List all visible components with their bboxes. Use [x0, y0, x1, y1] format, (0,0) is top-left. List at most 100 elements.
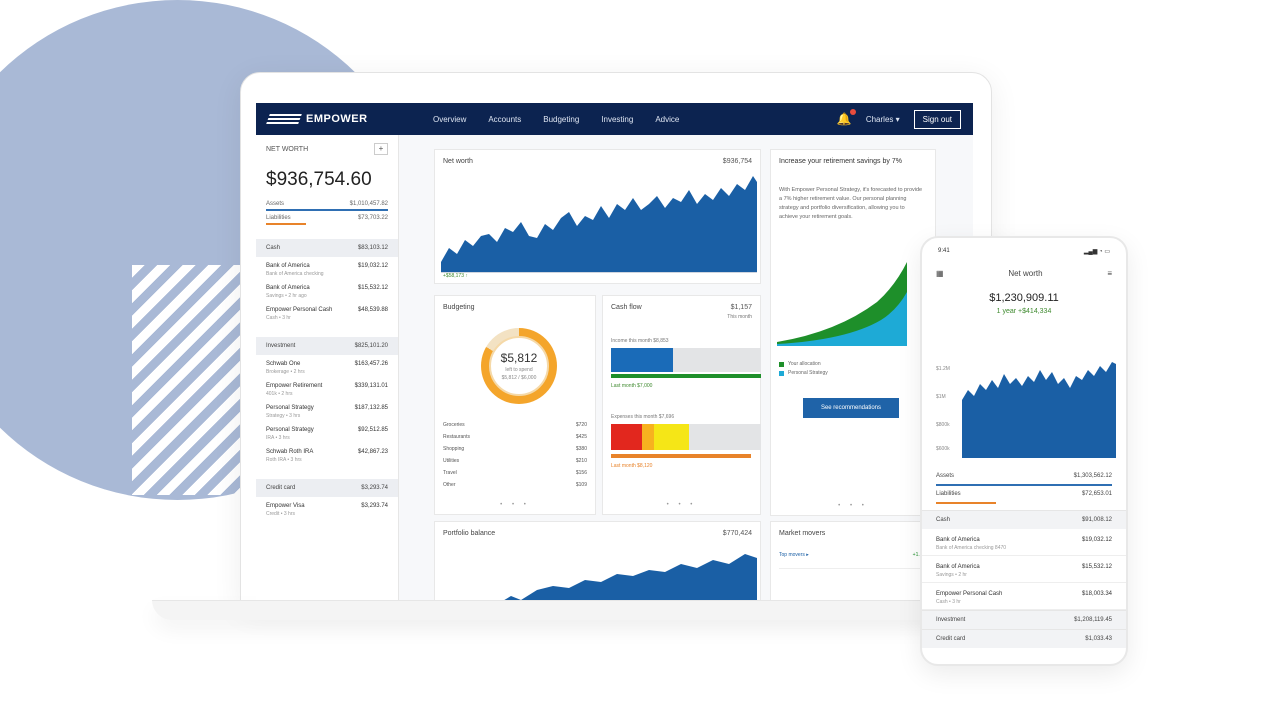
market-movers-card[interactable]: Market movers Top movers ▸ +1.1% [770, 521, 936, 600]
net-worth-note: +$58,173 ↑ [443, 273, 468, 279]
account-value: $92,512.85 [357, 427, 388, 433]
pagination-dots[interactable]: • • • [666, 502, 697, 508]
account-item[interactable]: Schwab Roth IRA $42,867.23 Roth IRA • 3 hr… [256, 443, 398, 465]
budget-label: Travel [443, 470, 457, 476]
legend-swatch [779, 361, 784, 367]
mobile-account-item[interactable]: Bank of America $19,032.12 Bank of America… [922, 529, 1126, 556]
income-last-bar [611, 374, 761, 378]
card-value: $770,424 [722, 530, 752, 537]
account-sub: Bank of America checking [266, 271, 324, 277]
assets-value: $1,010,457.82 [349, 201, 388, 207]
budget-value: $720 [575, 422, 587, 428]
budget-row[interactable]: Other $109 [443, 482, 587, 488]
income-track [611, 348, 761, 372]
account-sub: IRA • 3 hrs [266, 435, 290, 441]
budget-row[interactable]: Travel $156 [443, 470, 587, 476]
account-name: Personal Strategy [266, 405, 314, 411]
section-credit-card[interactable]: Credit card $3,293.74 [256, 479, 398, 497]
expense-last-bar [611, 454, 751, 458]
account-value: $42,867.23 [357, 449, 388, 455]
budget-row[interactable]: Restaurants $425 [443, 434, 587, 440]
budget-value: $380 [575, 446, 587, 452]
nav-link-investing[interactable]: Investing [601, 114, 634, 124]
section-investment[interactable]: Investment $825,101.20 [256, 337, 398, 355]
mobile-section-investment[interactable]: Investment $1,208,119.45 [922, 610, 1126, 629]
mobile-title: Net worth [1008, 269, 1043, 278]
account-item[interactable]: Personal Strategy $187,132.85 Strategy • 3… [256, 399, 398, 421]
budget-row[interactable]: Groceries $720 [443, 422, 587, 428]
calendar-icon[interactable]: ▦ [936, 269, 944, 278]
account-sub: Brokerage • 2 hrs [266, 369, 305, 375]
nav-link-accounts[interactable]: Accounts [488, 114, 522, 124]
row-label: Liabilities [936, 491, 961, 497]
section-cash[interactable]: Cash $83,103.12 [256, 239, 398, 257]
section-value: $1,033.43 [1085, 636, 1112, 642]
card-title: Market movers [779, 530, 826, 537]
mobile-area-chart [962, 362, 1116, 458]
bell-icon[interactable]: 🔔 [837, 109, 856, 126]
account-value: $19,032.12 [1081, 537, 1112, 543]
section-value: $1,208,119.45 [1074, 617, 1112, 623]
mobile-section-cash[interactable]: Cash $91,008.12 [922, 510, 1126, 529]
income-label: Income this month $8,853 [611, 338, 669, 344]
row-value: $72,653.01 [1081, 491, 1112, 497]
menu-icon[interactable]: ≡ [1107, 269, 1112, 278]
nav-link-advice[interactable]: Advice [655, 114, 680, 124]
pagination-dots[interactable]: • • • [838, 503, 868, 509]
add-account-button[interactable]: + [374, 143, 388, 155]
account-value: $163,457.26 [354, 361, 388, 367]
mobile-app: 9:41 ▂▄▆ ◔ ▭ ▦ Net worth ≡ $1,230,909.11… [920, 236, 1128, 666]
signout-button[interactable]: Sign out [913, 109, 961, 129]
divider [779, 568, 927, 569]
account-item[interactable]: Personal Strategy $92,512.85 IRA • 3 hrs [256, 421, 398, 443]
account-item[interactable]: Bank of America $15,532.12 Savings • 2 hr … [256, 279, 398, 301]
account-sub: Savings • 2 hr [936, 572, 967, 578]
account-item[interactable]: Empower Personal Cash $48,539.88 Cash • 3 … [256, 301, 398, 323]
account-name: Bank of America [936, 564, 980, 570]
nav-link-overview[interactable]: Overview [433, 114, 467, 124]
budget-value: $425 [575, 434, 587, 440]
mobile-section-credit-card[interactable]: Credit card $1,033.43 [922, 629, 1126, 648]
budget-row[interactable]: Utilities $210 [443, 458, 587, 464]
net-worth-card[interactable]: Net worth $936,754 +$58,173 ↑ [434, 149, 761, 284]
account-item[interactable]: Schwab One $163,457.26 Brokerage • 2 hrs [256, 355, 398, 377]
card-title: Cash flow [611, 304, 642, 311]
mobile-account-item[interactable]: Bank of America $15,532.12 Savings • 2 hr [922, 556, 1126, 583]
budget-row[interactable]: Shopping $380 [443, 446, 587, 452]
retirement-projection-chart [777, 262, 907, 346]
liabilities-value: $73,703.22 [357, 215, 388, 221]
market-row[interactable]: Top movers ▸ +1.1% [779, 552, 927, 558]
mobile-header: ▦ Net worth ≡ [922, 255, 1126, 278]
budget-label: Utilities [443, 458, 460, 464]
account-sub: Credit • 3 hrs [266, 511, 295, 517]
y-tick: $1M [936, 394, 946, 400]
budget-label: Restaurants [443, 434, 470, 440]
assets-label: Assets [266, 201, 285, 207]
card-title: Budgeting [443, 304, 475, 311]
nav-link-budgeting[interactable]: Budgeting [543, 114, 580, 124]
section-name: Cash [936, 517, 951, 523]
mobile-assets-row[interactable]: Assets $1,303,562.12 [922, 468, 1126, 484]
mobile-account-item[interactable]: Empower Personal Cash $18,003.34 Cash • 3 … [922, 583, 1126, 610]
see-recommendations-button[interactable]: See recommendations [803, 398, 899, 418]
empower-logo[interactable]: EMPOWER [266, 113, 433, 125]
mobile-liabilities-row[interactable]: Liabilities $72,653.01 [922, 486, 1126, 502]
mobile-net-worth-chart: $1.2M $1M $800k $600k [930, 348, 1120, 460]
account-item[interactable]: Empower Visa $3,293.74 Credit • 3 hrs [256, 497, 398, 519]
retirement-card[interactable]: Increase your retirement savings by 7% W… [770, 149, 936, 516]
budgeting-card[interactable]: Budgeting $5,812 left to spend $5,812 / … [434, 295, 596, 515]
user-menu[interactable]: Charles ▾ [865, 114, 900, 124]
budget-donut: $5,812 left to spend $5,812 / $6,000 [481, 328, 557, 404]
logo-text: EMPOWER [306, 113, 368, 125]
pagination-dots[interactable]: • • • [500, 502, 530, 508]
donut-sub: left to spend [505, 367, 533, 373]
budget-list: Groceries $720 Restaurants $425 Shopping $3… [443, 422, 587, 494]
account-item[interactable]: Empower Retirement $339,131.01 401k • 2 hr… [256, 377, 398, 399]
account-item[interactable]: Bank of America $19,032.12 Bank of America… [256, 257, 398, 279]
cash-flow-card[interactable]: Cash flow $1,157 This month Income this … [602, 295, 761, 515]
laptop-base [152, 600, 1042, 620]
portfolio-balance-card[interactable]: Portfolio balance $770,424 [434, 521, 761, 600]
budget-label: Groceries [443, 422, 465, 428]
expense-last-label: Last month $8,120 [611, 463, 653, 469]
account-value: $3,293.74 [361, 503, 388, 509]
